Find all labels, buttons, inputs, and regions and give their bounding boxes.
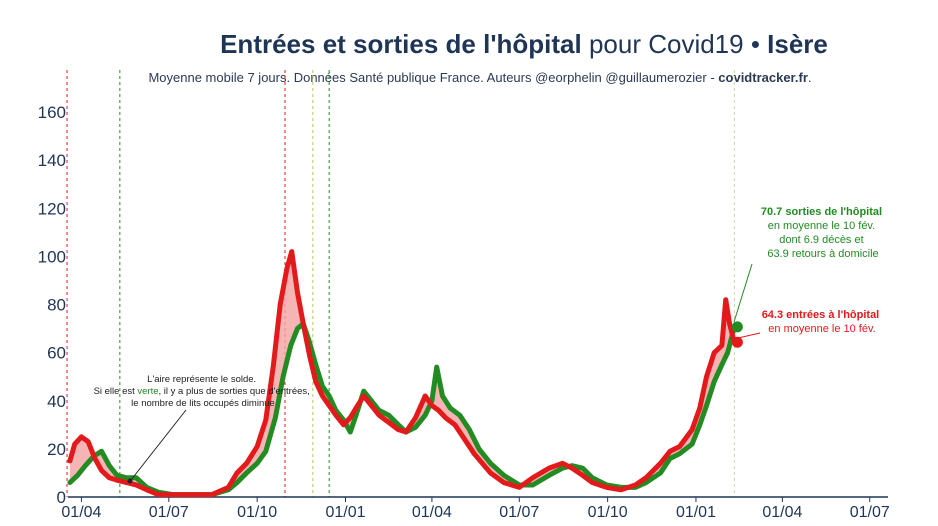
- annotation-note-line-2-prefix: Si elle est: [94, 386, 138, 397]
- subtitle-site: covidtracker.fr: [718, 70, 808, 85]
- x-tick-label-1: 01/07: [149, 504, 189, 521]
- series-line-entrees: [67, 249, 737, 498]
- chart-title-region: Isère: [767, 29, 828, 59]
- y-tick-label-40: 40: [47, 392, 66, 411]
- chart-title-normal: pour Covid19 •: [582, 29, 767, 59]
- y-tick-label-120: 120: [38, 199, 66, 218]
- end-point-sorties: [731, 321, 743, 333]
- subtitle-end: .: [808, 70, 812, 85]
- annotation-green-line-2: en moyenne le 10 fév.: [768, 220, 875, 232]
- y-tick-label-160: 160: [38, 103, 66, 122]
- chart-title-bold: Entrées et sorties de l'hôpital: [220, 29, 582, 59]
- annotation-note-line-3: le nombre de lits occupés diminue: [131, 398, 275, 409]
- x-tick-label-5: 01/07: [499, 504, 539, 521]
- x-tick-label-8: 01/04: [762, 504, 802, 521]
- annotation-red-pointer: [737, 332, 761, 339]
- annotation-green-text: 70.7 sorties de l'hôpital en moyenne le …: [761, 206, 885, 260]
- subtitle-text: Moyenne mobile 7 jours. Données Santé pu…: [148, 70, 718, 85]
- x-tick-label-2: 01/10: [237, 504, 277, 521]
- chart-subtitle: Moyenne mobile 7 jours. Données Santé pu…: [148, 70, 811, 85]
- y-tick-label-80: 80: [47, 296, 66, 315]
- x-tick-label-7: 01/01: [676, 504, 716, 521]
- annotation-green-line-4: 63.9 retours à domicile: [767, 248, 878, 260]
- annotation-green-line-1: 70.7 sorties de l'hôpital: [761, 206, 882, 218]
- annotation-note-line-2-suffix: , il y a plus de sorties que d'entrées,: [159, 386, 310, 397]
- x-tick-label-3: 01/01: [325, 504, 365, 521]
- x-tick-label-4: 01/04: [412, 504, 452, 521]
- annotation-note-pointer: [130, 409, 187, 481]
- chart-title: Entrées et sorties de l'hôpital pour Cov…: [220, 29, 828, 59]
- annotation-red-text: 64.3 entrées à l'hôpital en moyenne le 1…: [762, 309, 883, 335]
- annotation-red: 64.3 entrées à l'hôpital en moyenne le 1…: [737, 309, 883, 339]
- series-line-sorties: [67, 321, 737, 498]
- annotation-note-line-2: Si elle est verte, il y a plus de sortie…: [94, 386, 310, 397]
- series-layer: [67, 249, 743, 498]
- y-tick-label-100: 100: [38, 247, 66, 266]
- annotation-green: 70.7 sorties de l'hôpital en moyenne le …: [733, 206, 885, 323]
- x-tick-label-9: 01/07: [850, 504, 890, 521]
- end-point-entrees: [731, 336, 743, 348]
- y-tick-label-60: 60: [47, 344, 66, 363]
- annotation-note-text: L'aire représente le solde. Si elle est …: [94, 374, 313, 409]
- annotation-note-line-1: L'aire représente le solde.: [147, 374, 256, 385]
- annotation-note-line-2-verte: verte: [137, 386, 158, 397]
- x-axis: 01/04 01/07 01/10 01/01 01/04 01/07 01/10 01/01…: [61, 496, 890, 521]
- annotation-red-line-2: en moyenne le 10 fév.: [768, 323, 875, 335]
- annotation-note: L'aire représente le solde. Si elle est …: [94, 374, 313, 484]
- annotation-note-dot: [127, 478, 133, 484]
- annotation-green-line-3: dont 6.9 décès et: [779, 234, 863, 246]
- vline-layer: [66, 70, 735, 497]
- y-tick-label-140: 140: [38, 151, 66, 170]
- y-axis: 0 20 40 60 80 100 120 140 160: [38, 103, 66, 507]
- x-tick-label-0: 01/04: [61, 504, 101, 521]
- y-tick-label-0: 0: [57, 488, 66, 507]
- y-tick-label-20: 20: [47, 440, 66, 459]
- annotation-red-line-1: 64.3 entrées à l'hôpital: [762, 309, 880, 321]
- annotation-green-pointer: [733, 263, 753, 323]
- x-tick-label-6: 01/10: [588, 504, 628, 521]
